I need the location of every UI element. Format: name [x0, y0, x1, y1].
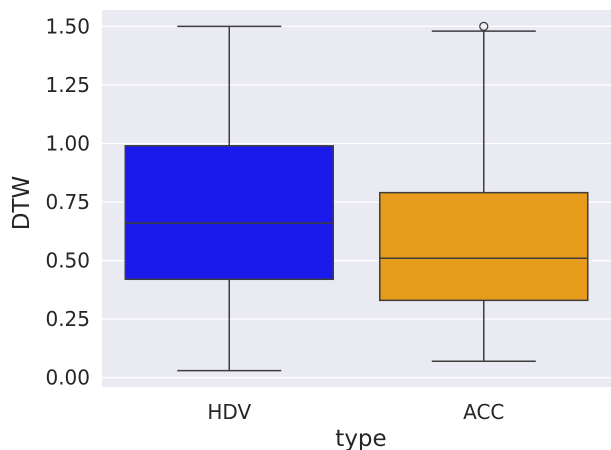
y-tick-labels: 0.00 0.25 0.50 0.75 1.00 1.25 1.50 [45, 14, 90, 389]
outlier-point [479, 21, 489, 32]
iqr-box [379, 191, 589, 302]
x-tick-label: HDV [207, 400, 251, 424]
box-acc [379, 21, 589, 362]
y-tick-label: 1.00 [45, 131, 90, 155]
y-tick-label: 0.50 [45, 249, 90, 273]
iqr-box [124, 145, 334, 281]
y-tick-label: 0.00 [45, 366, 90, 390]
y-axis-label: DTW [9, 176, 35, 231]
boxes [124, 21, 589, 372]
y-tick-label: 0.25 [45, 307, 90, 331]
x-axis-label: type [335, 426, 386, 450]
box-hdv [124, 25, 334, 372]
x-tick-labels: HDV ACC [207, 400, 504, 424]
y-tick-label: 1.50 [45, 14, 90, 38]
y-tick-label: 1.25 [45, 73, 90, 97]
x-tick-label: ACC [463, 400, 504, 424]
y-tick-label: 0.75 [45, 190, 90, 214]
